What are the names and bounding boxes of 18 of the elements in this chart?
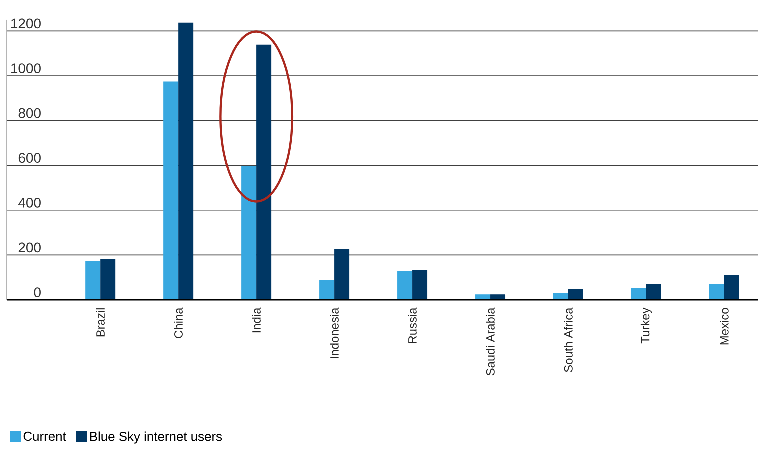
y-tick-label: 200 (18, 242, 41, 253)
x-tick-label: China (174, 308, 183, 338)
x-tick-label: Saudi Arabia (486, 308, 495, 376)
y-tick-label: 600 (18, 153, 41, 164)
x-tick-label: Indonesia (330, 308, 339, 358)
y-tick-label: 800 (18, 108, 41, 118)
x-tick-label: India (252, 308, 261, 333)
x-tick-label: Turkey (640, 308, 652, 344)
x-tick-label: Russia (408, 308, 417, 344)
x-tick-label: Mexico (720, 308, 729, 345)
x-tick-label: Brazil (96, 308, 105, 337)
y-tick-label: 400 (18, 198, 41, 208)
y-tick-label: 1000 (12, 64, 41, 74)
legend-label: Blue Sky internet users (90, 432, 222, 444)
y-tick-label: 1200 (12, 18, 41, 29)
x-tick-label: South Africa (564, 308, 573, 372)
legend-label: Current (24, 432, 66, 442)
y-tick-label: 0 (34, 288, 41, 298)
